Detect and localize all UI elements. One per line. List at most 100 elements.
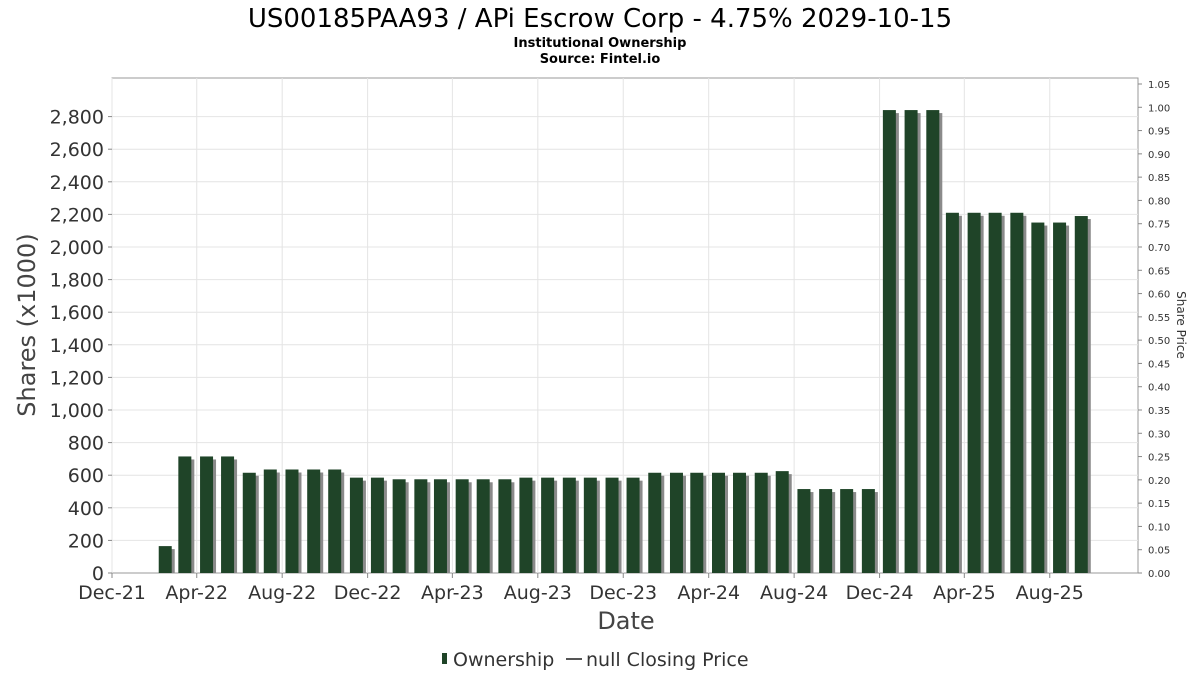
x-tick-label: Dec-21 (78, 582, 146, 604)
right-y-axis: 0.00 0.05 0.10 0.15 0.20 0.25 0.30 0.35 0.40 0.45… (1138, 80, 1170, 580)
chart-title: US00185PAA93 / APi Escrow Corp - 4.75% 2… (248, 4, 952, 34)
ownership-bar (285, 469, 299, 573)
ownership-bar (158, 546, 172, 573)
chart-subtitle-line-1: Institutional Ownership (514, 36, 687, 51)
x-tick-label: Apr-24 (677, 582, 740, 604)
y-tick-label: 2,600 (50, 139, 104, 161)
ownership-bar (583, 477, 597, 573)
ownership-bar (455, 479, 469, 573)
y-tick-label: 2,200 (50, 204, 104, 226)
x-axis: Dec-21 Apr-22 Aug-22 Dec-22 Apr-23 Aug-23 Dec-… (78, 573, 1084, 604)
left-y-axis: 0 200 400 600 800 1,000 1,200 1,400 1,600 1,800 2,… (50, 107, 112, 585)
y2-tick-label: 1.05 (1148, 80, 1170, 91)
ownership-bar (1031, 222, 1045, 574)
ownership-bar (328, 469, 342, 573)
x-tick-label: Aug-25 (1016, 582, 1084, 604)
ownership-bar (945, 212, 959, 573)
y2-axis-label: Share Price (1174, 291, 1188, 359)
ownership-bar (626, 477, 640, 573)
ownership-bar (819, 489, 833, 573)
y-tick-label: 1,600 (50, 302, 104, 324)
x-tick-label: Apr-22 (165, 582, 228, 604)
ownership-bar (1053, 222, 1067, 574)
ownership-bar (392, 479, 406, 573)
y-tick-label: 0 (92, 563, 104, 585)
y2-tick-label: 0.40 (1148, 383, 1170, 394)
y-tick-label: 1,800 (50, 270, 104, 292)
legend-ownership-swatch (442, 653, 447, 664)
gridlines (111, 78, 1138, 573)
ownership-bar (200, 456, 214, 573)
ownership-bar (754, 472, 768, 573)
ownership-bar (904, 110, 918, 573)
ownership-bar (562, 477, 576, 573)
y2-tick-label: 0.05 (1148, 546, 1170, 557)
ownership-bars (158, 110, 1091, 574)
ownership-bar (307, 469, 321, 573)
ownership-bar (967, 212, 981, 573)
y2-tick-label: 0.15 (1148, 499, 1170, 510)
ownership-bar (775, 471, 789, 573)
y-tick-label: 1,400 (50, 335, 104, 357)
y-tick-label: 2,000 (50, 237, 104, 259)
ownership-bar (711, 472, 725, 573)
x-axis-label: Date (597, 607, 654, 635)
ownership-bar (840, 489, 854, 573)
legend-price-label: null Closing Price (586, 649, 749, 671)
y2-tick-label: 0.90 (1148, 150, 1170, 161)
x-tick-label: Aug-22 (248, 582, 316, 604)
ownership-bar (414, 479, 428, 573)
y2-tick-label: 1.00 (1148, 103, 1170, 114)
ownership-bar (988, 212, 1002, 573)
ownership-bar (733, 472, 747, 573)
ownership-bar (648, 472, 662, 573)
y2-tick-label: 0.60 (1148, 290, 1170, 301)
y2-tick-label: 0.45 (1148, 359, 1170, 370)
y2-tick-label: 0.10 (1148, 522, 1170, 533)
y2-tick-label: 0.30 (1148, 429, 1170, 440)
y2-tick-label: 0.85 (1148, 173, 1170, 184)
y2-tick-label: 0.00 (1148, 569, 1170, 580)
y2-tick-label: 0.75 (1148, 220, 1170, 231)
ownership-bar (242, 472, 256, 573)
y-axis-label: Shares (x1000) (13, 233, 41, 416)
ownership-bar (690, 472, 704, 573)
y-tick-label: 200 (68, 530, 104, 552)
y-tick-label: 800 (68, 433, 104, 455)
ownership-bar (882, 110, 896, 573)
ownership-bar (926, 110, 940, 573)
x-tick-label: Apr-25 (933, 582, 996, 604)
ownership-bar (797, 489, 811, 573)
y2-tick-label: 0.55 (1148, 313, 1170, 324)
x-tick-label: Dec-23 (589, 582, 657, 604)
y-tick-label: 400 (68, 498, 104, 520)
y-tick-label: 1,000 (50, 400, 104, 422)
ownership-bar (221, 456, 235, 573)
y2-tick-label: 0.25 (1148, 453, 1170, 464)
x-tick-label: Dec-22 (334, 582, 402, 604)
ownership-bar (541, 477, 555, 573)
y-tick-label: 600 (68, 465, 104, 487)
ownership-bar (861, 489, 875, 573)
ownership-bar (349, 477, 363, 573)
x-tick-label: Aug-23 (504, 582, 572, 604)
ownership-bar (1074, 216, 1088, 573)
ownership-bar (498, 479, 512, 573)
plot-area (111, 77, 1139, 574)
x-tick-label: Aug-24 (760, 582, 828, 604)
ownership-bar (178, 456, 192, 573)
y2-tick-label: 0.50 (1148, 336, 1170, 347)
x-tick-label: Dec-24 (846, 582, 914, 604)
y2-tick-label: 0.35 (1148, 406, 1170, 417)
ownership-bar (605, 477, 619, 573)
y-tick-label: 1,200 (50, 367, 104, 389)
legend-ownership-label: Ownership (453, 649, 554, 671)
y2-tick-label: 0.20 (1148, 476, 1170, 487)
legend: Ownership null Closing Price (442, 649, 749, 671)
x-tick-label: Apr-23 (421, 582, 484, 604)
y2-tick-label: 0.65 (1148, 266, 1170, 277)
y-tick-label: 2,400 (50, 172, 104, 194)
chart-subtitle-line-2: Source: Fintel.io (540, 52, 661, 67)
ownership-bar (476, 479, 490, 573)
